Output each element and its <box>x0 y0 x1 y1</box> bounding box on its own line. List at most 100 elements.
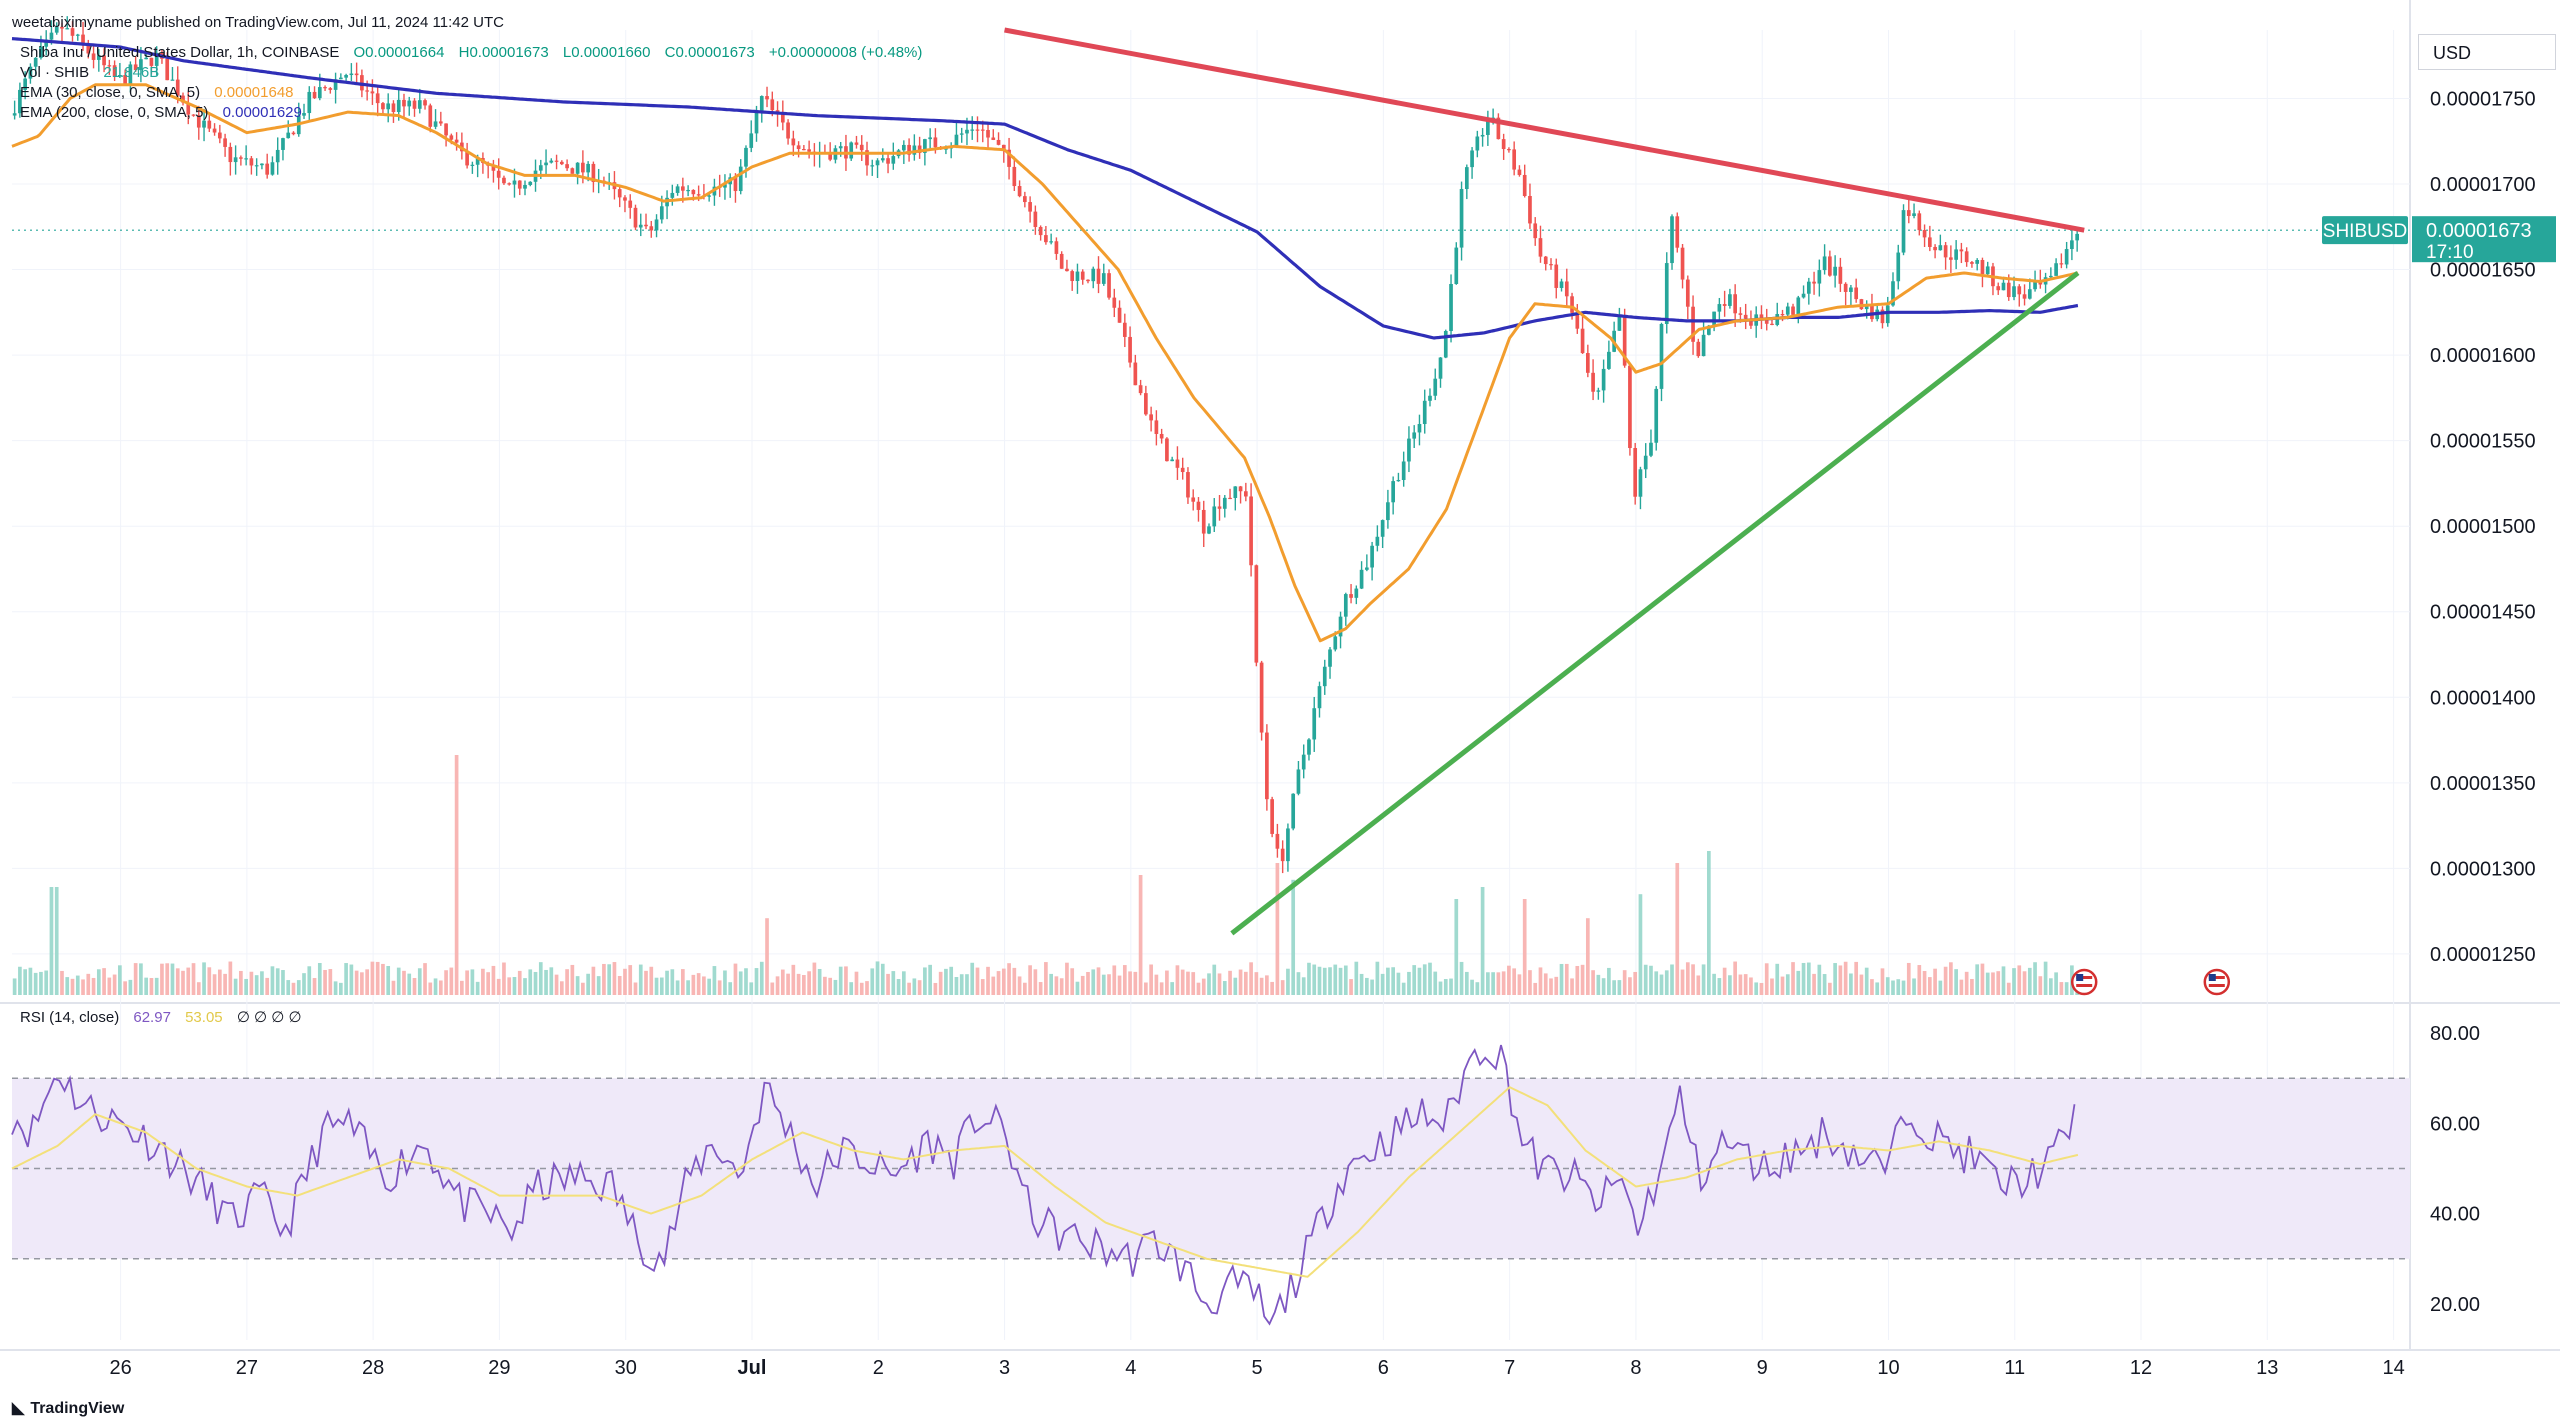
candle-body <box>233 157 238 163</box>
candle-body <box>1675 216 1680 248</box>
candle-body <box>1070 271 1075 282</box>
volume-bar <box>223 973 227 995</box>
volume-bar <box>1233 977 1238 995</box>
volume-bar <box>912 978 917 995</box>
ema30-legend[interactable]: EMA (30, close, 0, SMA, 5) 0.00001648 <box>20 84 304 101</box>
candle-body <box>670 192 675 198</box>
candle-body <box>2012 286 2016 298</box>
candle-body <box>1570 296 1574 313</box>
candle-body <box>228 146 233 163</box>
volume-bar <box>1228 970 1232 995</box>
candle-body <box>1685 279 1690 307</box>
candle-body <box>1806 281 1811 294</box>
volume-bar <box>1780 976 1785 995</box>
candle-body <box>759 96 764 113</box>
volume-bar <box>1154 974 1159 995</box>
symbol-legend[interactable]: Shiba Inu / United States Dollar, 1h, CO… <box>20 44 932 61</box>
candle-body <box>1470 150 1474 168</box>
price-axis-label: 0.00001650 <box>2430 260 2536 282</box>
volume-bar <box>428 982 433 995</box>
candle-body <box>1728 294 1732 306</box>
candle-body <box>1543 256 1548 265</box>
candle-body <box>407 100 412 107</box>
volume-bar <box>1428 962 1432 995</box>
ohlc-high: H0.00001673 <box>458 44 549 61</box>
candle-body <box>260 163 264 166</box>
candle-body <box>649 226 654 231</box>
candle-body <box>733 177 738 192</box>
volume-bar <box>1970 978 1974 995</box>
candle-body <box>44 39 49 47</box>
volume-bar <box>549 967 554 995</box>
volume-legend[interactable]: Vol · SHIB 21.846B <box>20 64 169 81</box>
candle-body <box>2075 233 2079 241</box>
volume-bar <box>1906 962 1911 995</box>
candle-body <box>928 137 932 140</box>
candle-body <box>1722 304 1727 306</box>
candle-body <box>1138 385 1143 394</box>
candle-body <box>49 32 54 40</box>
volume-bar <box>1938 980 1943 995</box>
candle-body <box>1643 455 1648 470</box>
candle-body <box>738 166 743 192</box>
volume-bar <box>2027 967 2032 995</box>
volume-bar <box>91 977 96 995</box>
volume-bar <box>1664 970 1669 995</box>
candle-body <box>1338 616 1343 637</box>
volume-bar <box>844 966 848 995</box>
rsi-legend[interactable]: RSI (14, close) 62.97 53.05 ∅ ∅ ∅ ∅ <box>20 1008 312 1026</box>
candle-body <box>444 123 448 136</box>
volume-bar <box>817 968 822 995</box>
volume-bar <box>1575 965 1580 995</box>
volume-bar <box>496 978 501 995</box>
candle-body <box>796 145 801 149</box>
volume-bar <box>1144 982 1148 995</box>
volume-bar <box>849 982 854 995</box>
volume-bar <box>975 967 980 995</box>
candle-body <box>281 138 285 150</box>
candle-body <box>1049 241 1053 243</box>
candle-body <box>628 200 633 208</box>
volume-bar <box>559 981 564 995</box>
time-axis-label: 29 <box>488 1357 510 1379</box>
flag-stripe <box>2076 976 2093 979</box>
candle-body <box>765 96 769 100</box>
candle-body <box>2001 282 2006 291</box>
volume-bar <box>1349 979 1353 995</box>
candle-body <box>328 88 333 90</box>
volume-bar <box>996 971 1001 995</box>
volume-bar <box>1996 971 2001 995</box>
candle-body <box>1464 167 1469 190</box>
candle-body <box>1217 506 1222 509</box>
candle-body <box>1191 497 1196 502</box>
volume-bar <box>112 974 117 995</box>
time-axis-label: 7 <box>1504 1357 1515 1379</box>
volume-bar <box>1101 974 1106 995</box>
volume-bar <box>733 963 738 995</box>
volume-bar <box>265 977 270 995</box>
candle-body <box>118 75 122 77</box>
time-axis-label: 2 <box>873 1357 884 1379</box>
volume-bar <box>586 973 590 995</box>
candle-body <box>1764 319 1769 324</box>
candle-body <box>707 195 711 197</box>
currency-button[interactable]: USD <box>2418 34 2556 70</box>
volume-bar <box>12 978 17 995</box>
volume-bar <box>681 969 685 995</box>
candle-body <box>1270 799 1274 834</box>
candle-body <box>1207 526 1211 534</box>
candle-body <box>1870 304 1874 320</box>
tradingview-logo[interactable]: ◣ TradingView <box>12 1398 124 1418</box>
volume-bar <box>249 971 254 995</box>
candle-body <box>18 89 22 114</box>
candle-body <box>1307 739 1311 755</box>
volume-bar <box>296 980 301 995</box>
volume-bar <box>838 966 843 995</box>
volume-bar <box>386 966 391 995</box>
volume-bar <box>1243 971 1248 995</box>
volume-bar <box>165 963 170 995</box>
volume-bar <box>1138 875 1143 995</box>
volume-bar <box>1033 969 1038 995</box>
ema200-legend[interactable]: EMA (200, close, 0, SMA, 5) 0.00001629 <box>20 104 312 121</box>
